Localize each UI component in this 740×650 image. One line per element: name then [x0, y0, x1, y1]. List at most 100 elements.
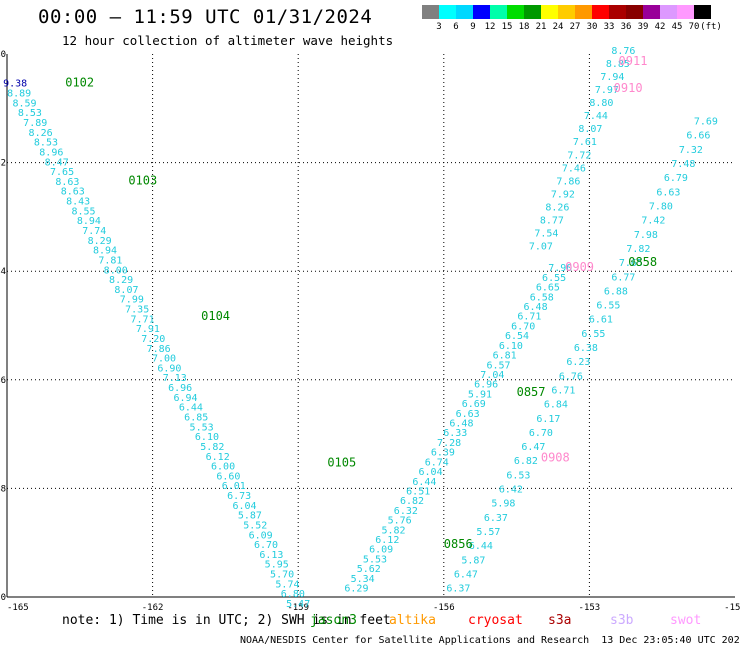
wave-height-value: 8.63 [55, 177, 79, 188]
colorbar-swatch [524, 5, 541, 19]
wave-height-value: 8.07 [114, 285, 138, 296]
legend-item-altika: altika [389, 613, 436, 628]
wave-height-value: 7.35 [125, 305, 149, 316]
wave-height-value: 6.48 [449, 419, 473, 430]
wave-height-value: 6.12 [206, 452, 230, 463]
wave-height-value: 8.47 [45, 157, 69, 168]
colorbar-tick-label: 36 [620, 22, 632, 32]
wave-height-value: 5.87 [238, 511, 262, 522]
wave-height-value: 6.55 [581, 329, 605, 340]
lat-tick-label: -42 [0, 159, 6, 169]
wave-height-value: 6.00 [211, 462, 235, 473]
wave-height-value: 8.53 [34, 138, 58, 149]
wave-height-value: 7.89 [23, 118, 47, 129]
pass-time-label: 0911 [619, 54, 648, 68]
wave-height-value: 8.94 [77, 216, 101, 227]
wave-height-value: 7.48 [671, 159, 695, 170]
colorbar-tick-label: 12 [484, 22, 496, 32]
lat-tick-label: -50 [0, 593, 6, 603]
colorbar-tick-label: 3 [436, 22, 442, 32]
colorbar-swatch [643, 5, 660, 19]
colorbar-swatch [507, 5, 524, 19]
colorbar-swatch [677, 5, 694, 19]
lat-tick-label: -40 [0, 50, 6, 60]
wave-height-value: 5.53 [190, 422, 214, 433]
map-title: 00:00 – 11:59 UTC 01/31/2024 [38, 6, 373, 28]
wave-height-value: 7.28 [437, 438, 461, 449]
colorbar-tick-label: 30 [586, 22, 598, 32]
colorbar-swatch [439, 5, 456, 19]
pass-time-label: 0909 [565, 260, 594, 274]
wave-height-value: 6.74 [425, 457, 449, 468]
wave-height-value: 6.63 [656, 187, 680, 198]
wave-height-value: 5.87 [461, 555, 485, 566]
wave-height-value: 6.70 [529, 428, 553, 439]
wave-height-value: 6.29 [344, 584, 368, 595]
wave-height-value: 5.47 [286, 599, 310, 610]
legend-item-swot: swot [670, 613, 702, 628]
wave-height-value: 8.26 [29, 128, 53, 139]
colorbar-tick-label: 24 [552, 22, 564, 32]
wave-height-value: 7.54 [534, 228, 558, 239]
colorbar-tick-label: 42 [654, 22, 666, 32]
wave-height-value: 6.61 [589, 315, 613, 326]
wave-height-value: 7.44 [584, 111, 608, 122]
lat-tick-label: -46 [0, 376, 6, 386]
wave-height-value: 5.91 [468, 389, 492, 400]
wave-height-value: 7.98 [634, 230, 658, 241]
colorbar-swatch [694, 5, 711, 19]
colorbar-tick-label: 70 [688, 22, 700, 32]
wave-height-value: 8.53 [18, 108, 42, 119]
wave-height-value: 6.37 [446, 584, 470, 595]
wave-height-value: 6.71 [551, 385, 575, 396]
wave-height-value: 6.17 [536, 414, 560, 425]
wave-height-value: 7.20 [141, 334, 165, 345]
colorbar-tick-label: 18 [518, 22, 530, 32]
pass-time-label: 0104 [201, 309, 230, 323]
colorbar-swatch [541, 5, 558, 19]
wave-height-value: 7.65 [50, 167, 74, 178]
legend-item-s3a: s3a [548, 613, 572, 628]
wave-height-value: 7.86 [147, 344, 171, 355]
wave-height-value: 6.01 [222, 481, 246, 492]
wave-height-value: 7.90 [548, 263, 572, 274]
colorbar-swatch [626, 5, 643, 19]
wave-height-value: 6.82 [514, 456, 538, 467]
wave-height-value: 6.12 [375, 535, 399, 546]
colorbar-tick-label: 9 [470, 22, 476, 32]
wave-height-value: 6.04 [232, 501, 256, 512]
wave-height-value: 6.55 [542, 273, 566, 284]
wave-height-value: 6.81 [493, 351, 517, 362]
wave-height-value: 7.80 [649, 201, 673, 212]
wave-height-value: 6.04 [419, 467, 443, 478]
wave-height-value: 6.47 [521, 442, 545, 453]
wave-height-value: 6.60 [216, 471, 240, 482]
wave-height-value: 6.48 [524, 302, 548, 313]
wave-height-value: 6.44 [469, 541, 493, 552]
wave-height-value: 6.65 [536, 283, 560, 294]
wave-height-value: 7.72 [567, 150, 591, 161]
wave-height-value: 6.84 [544, 400, 568, 411]
wave-height-value: 6.71 [517, 312, 541, 323]
wave-height-value: 7.04 [480, 370, 504, 381]
wave-height-value: 6.44 [412, 477, 436, 488]
colorbar-unit-label: (ft) [700, 22, 722, 32]
wave-height-value: 6.76 [559, 371, 583, 382]
wave-height-value: 6.13 [259, 550, 283, 561]
wave-height-value: 6.23 [566, 357, 590, 368]
pass-time-label: 0857 [517, 385, 546, 399]
map-subtitle: 12 hour collection of altimeter wave hei… [62, 33, 394, 48]
lon-tick-label: -162 [142, 603, 164, 613]
wave-height-value: 6.96 [474, 380, 498, 391]
wave-height-value: 7.32 [679, 145, 703, 156]
lon-tick-label: -156 [433, 603, 455, 613]
wave-height-value: 7.46 [562, 163, 586, 174]
wave-height-value: 6.77 [611, 272, 635, 283]
wave-height-value: 8.29 [88, 236, 112, 247]
wave-height-value: 8.85 [606, 59, 630, 70]
wave-height-value: 6.90 [157, 363, 181, 374]
wave-height-value: 6.79 [664, 173, 688, 184]
colorbar-tick-label: 15 [501, 22, 513, 32]
wave-height-value: 8.94 [93, 246, 117, 257]
